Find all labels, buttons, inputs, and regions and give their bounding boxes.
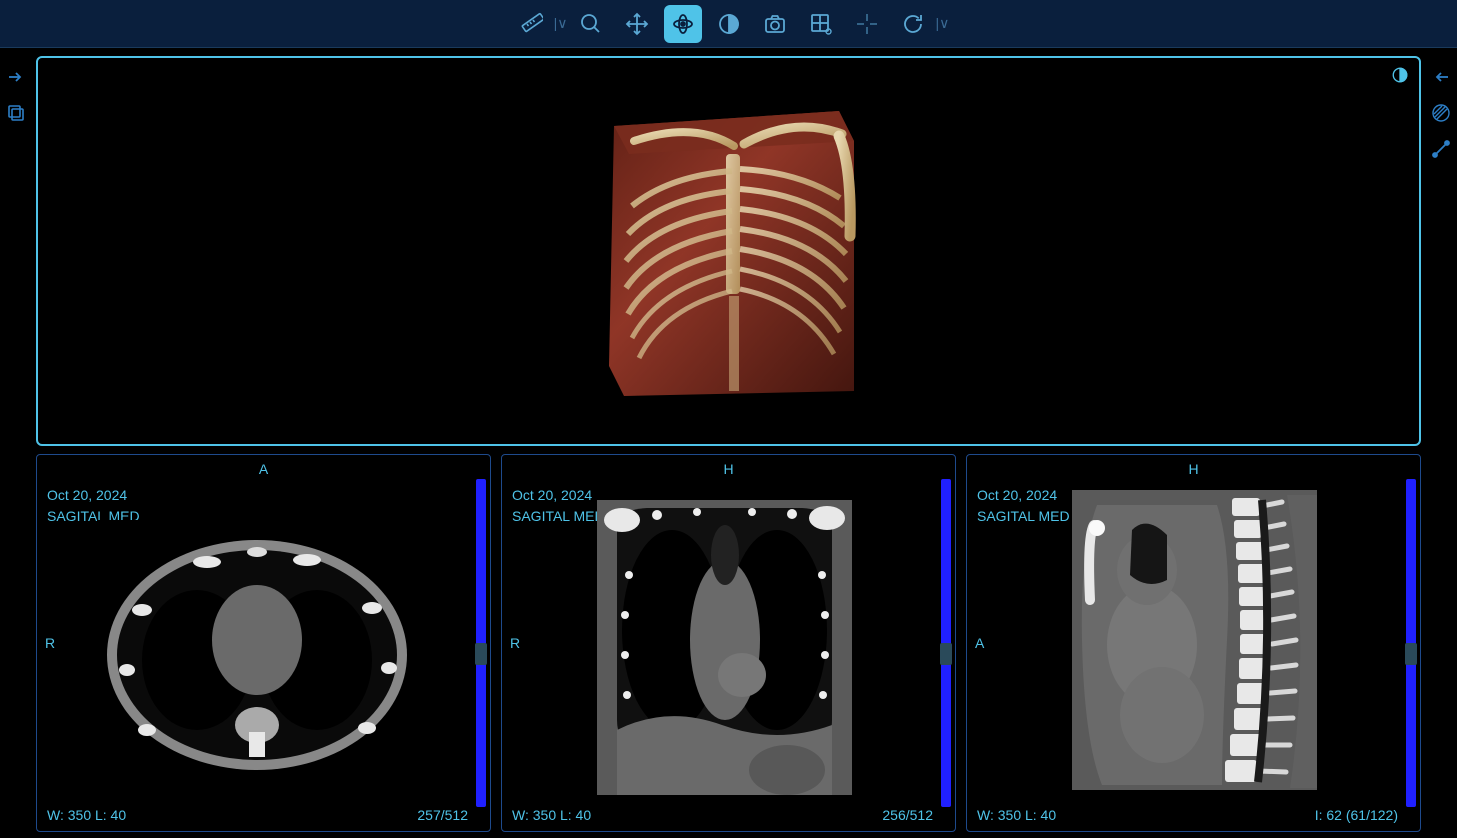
- study-date: Oct 20, 2024: [47, 485, 140, 506]
- slice-position: I: 62 (61/122): [1315, 807, 1398, 823]
- series-name: SAGITAL MED: [512, 506, 605, 527]
- expand-left-icon[interactable]: [1430, 66, 1452, 88]
- window-level: W: 350 L: 40: [512, 807, 591, 823]
- scrollbar-thumb[interactable]: [940, 643, 952, 665]
- viewport-axial[interactable]: A R Oct 20, 2024 SAGITAL MED W: 350 L: 4…: [36, 454, 491, 832]
- orientation-top: H: [723, 461, 733, 477]
- viewport-info: Oct 20, 2024 SAGITAL MED: [977, 485, 1070, 527]
- scrollbar-thumb[interactable]: [475, 643, 487, 665]
- left-rail: [0, 48, 32, 838]
- viewport-sagittal[interactable]: H A Oct 20, 2024 SAGITAL MED W: 350 L: 4…: [966, 454, 1421, 832]
- pan-tool[interactable]: [618, 5, 656, 43]
- sagittal-image: [1072, 490, 1317, 790]
- contrast-icon[interactable]: [1391, 66, 1409, 89]
- slice-scrollbar[interactable]: [1406, 479, 1416, 807]
- slice-position: 256/512: [882, 807, 933, 823]
- viewport-info: Oct 20, 2024 SAGITAL MED: [512, 485, 605, 527]
- rotate-3d-tool[interactable]: [664, 5, 702, 43]
- zoom-tool[interactable]: [572, 5, 610, 43]
- crosshair-tool[interactable]: [848, 5, 886, 43]
- dropdown-sep-2[interactable]: |∨: [936, 15, 950, 32]
- dropdown-sep[interactable]: |∨: [554, 15, 568, 32]
- line-icon[interactable]: [1430, 138, 1452, 160]
- orientation-top: A: [259, 461, 268, 477]
- expand-right-icon[interactable]: [5, 66, 27, 88]
- top-toolbar: |∨ |∨: [0, 0, 1457, 48]
- volume-render: [584, 96, 874, 406]
- orientation-left: A: [975, 635, 984, 651]
- viewport-3d[interactable]: [36, 56, 1421, 446]
- contrast-tool[interactable]: [710, 5, 748, 43]
- orientation-left: R: [45, 635, 55, 651]
- study-date: Oct 20, 2024: [977, 485, 1070, 506]
- hatch-icon[interactable]: [1430, 102, 1452, 124]
- slice-scrollbar[interactable]: [941, 479, 951, 807]
- coronal-image: [597, 500, 852, 795]
- slice-position: 257/512: [417, 807, 468, 823]
- orientation-left: R: [510, 635, 520, 651]
- reset-tool[interactable]: [894, 5, 932, 43]
- orientation-top: H: [1188, 461, 1198, 477]
- series-name: SAGITAL MED: [977, 506, 1070, 527]
- ruler-tool[interactable]: [512, 5, 550, 43]
- axial-image: [97, 520, 417, 780]
- study-date: Oct 20, 2024: [512, 485, 605, 506]
- camera-tool[interactable]: [756, 5, 794, 43]
- window-level: W: 350 L: 40: [977, 807, 1056, 823]
- viewport-row: A R Oct 20, 2024 SAGITAL MED W: 350 L: 4…: [36, 454, 1421, 832]
- workspace: A R Oct 20, 2024 SAGITAL MED W: 350 L: 4…: [36, 56, 1421, 832]
- copy-icon[interactable]: [5, 102, 27, 124]
- layout-tool[interactable]: [802, 5, 840, 43]
- slice-scrollbar[interactable]: [476, 479, 486, 807]
- viewport-coronal[interactable]: H R Oct 20, 2024 SAGITAL MED W: 350 L: 4…: [501, 454, 956, 832]
- window-level: W: 350 L: 40: [47, 807, 126, 823]
- right-rail: [1425, 48, 1457, 838]
- scrollbar-thumb[interactable]: [1405, 643, 1417, 665]
